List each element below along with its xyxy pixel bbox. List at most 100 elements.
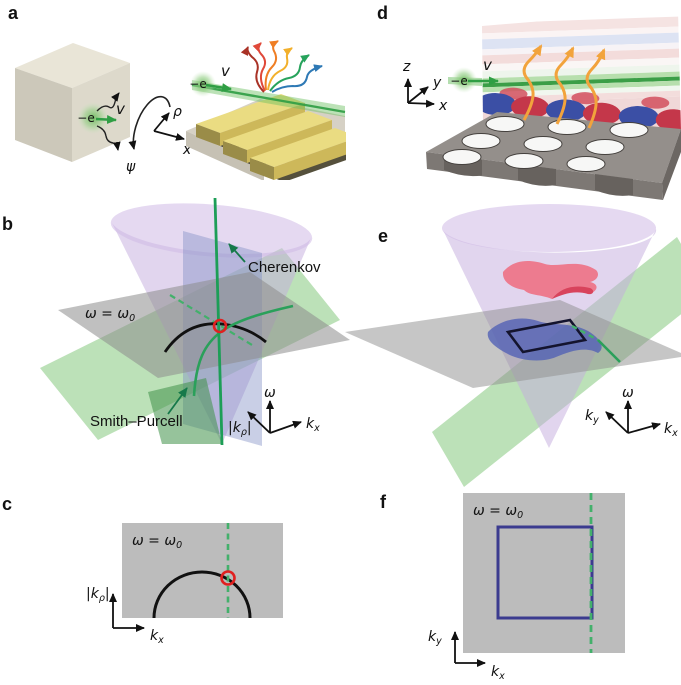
panel-d-beam-electron: −e v — [448, 56, 499, 93]
kx-axis-arrow-icon — [269, 420, 302, 434]
panel-f-isofrequency-cut: ω = ω0 ky kx — [428, 493, 625, 682]
grating-electron-label: −e — [189, 77, 206, 91]
kx-axis-label: kx — [306, 416, 320, 434]
cube-top-face — [15, 43, 130, 88]
omega-plane-label: ω = ω0 — [473, 503, 523, 521]
panel-label-c: c — [2, 494, 12, 514]
velocity-arrow-icon — [95, 115, 117, 125]
omega-axis-label: ω — [622, 385, 634, 401]
grating-bar-top — [196, 94, 305, 133]
panel-a-rotation-axes: ρ x ψ — [126, 95, 192, 175]
x-axis-arrow-icon — [153, 130, 185, 141]
scattered-wave-down-icon — [96, 125, 121, 151]
grating-velocity-label: v — [221, 62, 231, 80]
smith-purcell-radiation-arrow-green — [269, 54, 310, 92]
smith-purcell-radiation-arrow-amber — [267, 47, 293, 91]
x-axis-label: x — [438, 98, 448, 114]
cherenkov-pointer-arrow-icon — [228, 243, 246, 263]
electron-beam-line — [191, 83, 346, 114]
smith-purcell-radiation-arrow-red — [240, 46, 265, 93]
kx-axis-label: kx — [664, 421, 678, 439]
cube-velocity-label: v — [116, 100, 126, 118]
radiation-arrow-icon — [585, 48, 606, 129]
slab-right-face — [662, 129, 681, 200]
brillouin-zone-square — [496, 525, 594, 620]
cherenkov-label: Cherenkov — [248, 259, 321, 276]
panel-d-axes: z y x — [402, 59, 448, 114]
krho-axis-arrow-icon — [247, 411, 271, 434]
velocity-label: v — [483, 56, 493, 74]
grating-substrate-front — [186, 131, 264, 180]
hidden-intersection-dashed-line — [571, 324, 599, 342]
kx-axis-label: kx — [150, 628, 164, 646]
intersection-circle-red — [220, 570, 236, 586]
electron-glow — [190, 71, 216, 97]
electron-glow — [77, 102, 109, 134]
scattered-wave-up-icon — [96, 92, 120, 112]
cherenkov-ring-arc — [152, 570, 252, 619]
rho-axis-arrow-icon — [153, 112, 170, 132]
grating-bar-top — [223, 111, 332, 150]
panel-d-radiation-arrows — [522, 44, 606, 129]
kx-axis-arrow-icon — [627, 422, 661, 434]
z-axis-label: z — [402, 59, 411, 75]
x-axis-arrow-icon — [407, 99, 435, 108]
smith-purcell-radiation-arrow-orange — [264, 40, 279, 91]
grating-bar-end — [223, 141, 247, 163]
panel-b-dispersion-diagram: ω = ω0 Cherenkov Smith–Purcell ω |kρ| kx — [40, 197, 350, 446]
panel-label-e: e — [378, 226, 388, 246]
omega-cut-background — [463, 493, 625, 653]
cube-left-face — [15, 68, 72, 162]
smith-purcell-radiation-arrow-red2 — [252, 42, 267, 92]
light-cone-rim — [442, 204, 656, 252]
omega-cut-background — [122, 523, 283, 618]
y-axis-label: y — [432, 75, 442, 91]
electron-label: −e — [450, 74, 467, 88]
smith-purcell-label: Smith–Purcell — [90, 413, 183, 430]
band-surface-blue — [487, 318, 602, 361]
velocity-arrow-icon — [205, 83, 232, 93]
omega-plane-label: ω = ω0 — [85, 306, 135, 324]
panel-label-d: d — [377, 3, 388, 23]
ky-axis-label: ky — [428, 629, 442, 647]
y-axis-arrow-icon — [407, 86, 429, 104]
light-cone-rim — [110, 203, 313, 258]
cherenkov-line — [597, 339, 621, 363]
omega-axis-label: ω — [264, 385, 276, 401]
krho-axis-label: |kρ| — [86, 586, 110, 604]
band-surface-red-fold — [552, 286, 594, 299]
electron-glow — [451, 67, 477, 93]
panel-e-dispersion-diagram: ω ky kx — [345, 204, 681, 487]
panel-c-isofrequency-cut: ω = ω0 |kρ| kx — [86, 523, 283, 646]
grating-bar-front — [274, 141, 346, 180]
kx-axis-label: kx — [491, 664, 505, 682]
psi-angle-label: ψ — [126, 159, 136, 175]
hole-cylinder-shadow — [518, 164, 556, 186]
ky-axis-arrow-icon — [605, 411, 629, 434]
psi-rotation-arc-icon — [128, 95, 171, 150]
grating-bar-end — [196, 124, 220, 146]
brillouin-zone-outline — [505, 318, 588, 354]
panel-a-beam-and-radiation: −e v — [189, 40, 346, 117]
omega-plane-label: ω = ω0 — [132, 533, 182, 551]
photonic-crystal-holes — [442, 116, 649, 172]
cherenkov-dispersion-arc — [163, 322, 267, 353]
ky-axis-label: ky — [585, 408, 599, 426]
rho-axis-label: ρ — [173, 104, 182, 120]
intersection-circle-red — [212, 318, 228, 334]
cube-electron-label: −e — [77, 111, 94, 125]
hole-cylinder-shadow — [595, 174, 633, 196]
hidden-intersection-dashed-line — [169, 294, 253, 346]
cone-plane-overlap — [148, 378, 222, 444]
x-axis-label: x — [182, 142, 192, 158]
smith-purcell-radiation-arrow-blue — [271, 64, 323, 93]
grating-bar-top — [250, 128, 346, 167]
panel-a-grating — [186, 94, 346, 180]
panel-d-slab — [426, 112, 681, 200]
panel-label-f: f — [380, 492, 387, 512]
radiation-arrow-icon — [554, 46, 575, 125]
panel-a-bulk-medium: −e v — [15, 43, 130, 162]
panel-label-b: b — [2, 214, 13, 234]
